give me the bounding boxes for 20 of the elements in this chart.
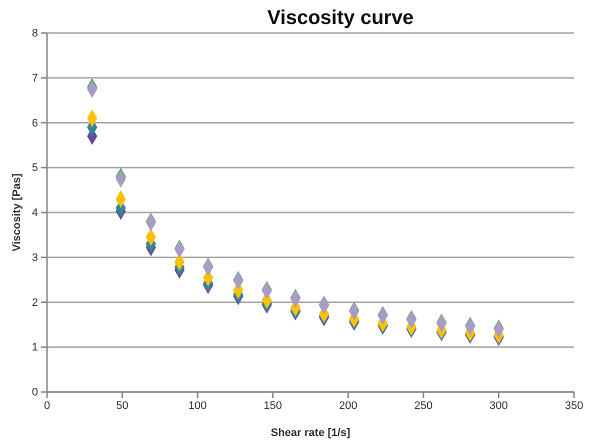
y-tick-label: 0	[32, 386, 38, 399]
y-tick-label: 4	[32, 207, 38, 220]
y-tick-label: 6	[32, 117, 38, 130]
x-tick-label: 200	[338, 400, 358, 412]
y-tick-label: 3	[32, 252, 38, 264]
y-tick-label: 2	[32, 296, 38, 309]
y-tick-label: 7	[32, 72, 38, 84]
x-tick-label: 250	[414, 400, 433, 412]
x-tick-label: 50	[116, 400, 128, 412]
chart-title: Viscosity curve	[267, 7, 414, 29]
y-axis-title: Viscosity [Pas]	[11, 173, 23, 252]
y-tick-label: 5	[32, 162, 38, 174]
x-tick-label: 100	[188, 400, 207, 412]
x-axis-title: Shear rate [1/s]	[270, 427, 351, 439]
x-tick-label: 150	[264, 400, 282, 412]
y-tick-label: 1	[32, 342, 38, 354]
x-tick-label: 300	[490, 400, 508, 412]
x-tick-label: 350	[564, 400, 584, 412]
x-tick-label: 0	[44, 400, 50, 412]
y-tick-label: 8	[32, 28, 38, 40]
